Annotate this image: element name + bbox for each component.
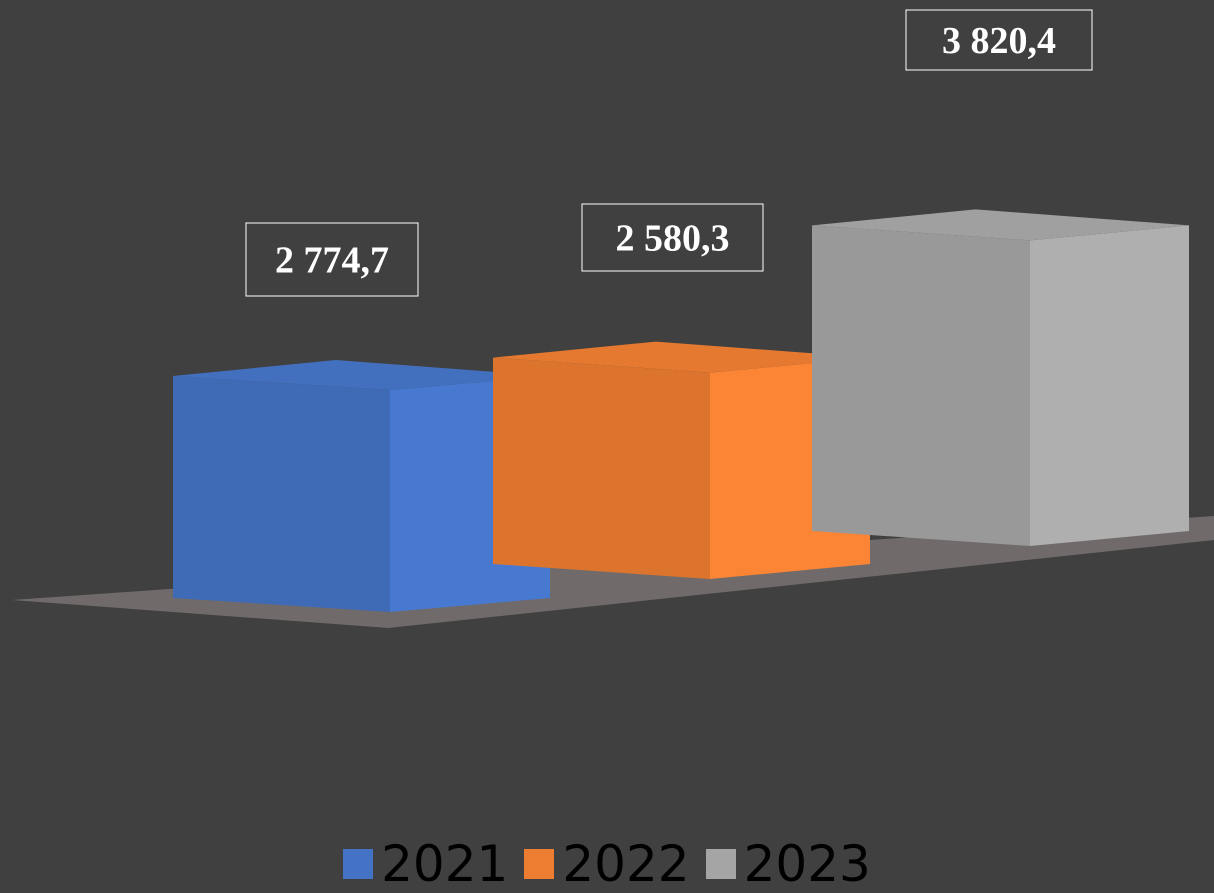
data-label-2023: 3 820,4 xyxy=(905,9,1093,71)
data-label-2021-box xyxy=(245,222,419,297)
bar-2023-top-face xyxy=(812,209,1189,241)
legend-item-2023: 2023 xyxy=(705,835,871,893)
bar-2021-front-face xyxy=(173,376,390,612)
data-label-2023-text: 3 820,4 xyxy=(942,20,1056,62)
bar-2023 xyxy=(812,209,1189,547)
legend-label-2021: 2021 xyxy=(381,835,509,893)
legend: 2021 2022 2023 xyxy=(0,838,1214,890)
data-label-2022-text: 2 580,3 xyxy=(616,218,730,260)
bar-2023-side-face xyxy=(1030,225,1189,547)
data-label-2023-box xyxy=(905,9,1093,71)
data-label-2022: 2 580,3 xyxy=(581,203,764,272)
bar-2022-front-face xyxy=(493,357,710,579)
bar-2023-front-face xyxy=(812,225,1030,547)
legend-label-2023: 2023 xyxy=(743,835,871,893)
legend-swatch-2023 xyxy=(705,849,736,879)
data-label-2022-box xyxy=(581,203,764,272)
legend-swatch-2021 xyxy=(343,849,374,879)
data-label-2021: 2 774,7 xyxy=(245,222,419,297)
legend-item-2021: 2021 xyxy=(343,839,508,889)
legend-label-2022: 2022 xyxy=(562,835,690,893)
bar-2022-top-face xyxy=(493,341,870,373)
legend-swatch-2022 xyxy=(524,849,555,879)
bar-2021-top-face xyxy=(173,360,550,391)
legend-item-2022: 2022 xyxy=(524,835,690,893)
data-label-2021-text: 2 774,7 xyxy=(275,240,389,282)
